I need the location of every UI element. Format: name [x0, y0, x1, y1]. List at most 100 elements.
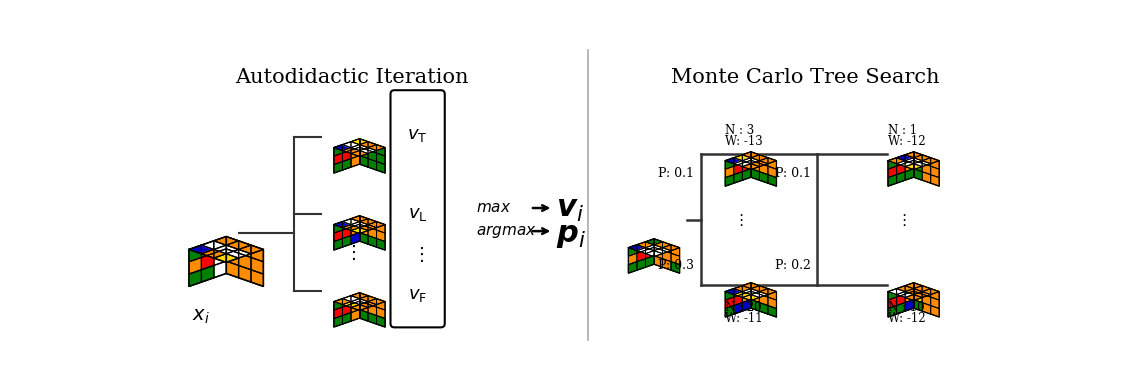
Polygon shape — [913, 161, 930, 167]
Polygon shape — [742, 169, 751, 180]
Polygon shape — [202, 241, 226, 249]
Polygon shape — [734, 172, 742, 183]
Polygon shape — [334, 307, 342, 318]
Polygon shape — [351, 299, 368, 305]
Polygon shape — [768, 166, 776, 178]
Polygon shape — [759, 286, 768, 297]
Polygon shape — [351, 293, 359, 304]
Polygon shape — [768, 175, 776, 186]
Polygon shape — [742, 295, 759, 300]
Polygon shape — [359, 233, 368, 244]
Polygon shape — [751, 155, 768, 161]
Polygon shape — [751, 169, 759, 180]
Polygon shape — [202, 266, 214, 282]
Polygon shape — [342, 219, 351, 230]
Polygon shape — [734, 294, 742, 306]
Polygon shape — [637, 242, 654, 248]
Polygon shape — [742, 152, 751, 163]
Polygon shape — [368, 142, 376, 153]
Polygon shape — [751, 286, 768, 291]
Polygon shape — [359, 301, 376, 308]
Polygon shape — [662, 259, 671, 270]
Polygon shape — [645, 239, 662, 245]
Polygon shape — [888, 289, 905, 295]
Polygon shape — [202, 253, 214, 270]
Polygon shape — [351, 216, 368, 222]
Polygon shape — [359, 147, 376, 154]
Polygon shape — [214, 261, 226, 278]
Text: $\boldsymbol{p}_i$: $\boldsymbol{p}_i$ — [556, 219, 587, 250]
Polygon shape — [905, 291, 913, 303]
Polygon shape — [368, 159, 376, 170]
Polygon shape — [351, 228, 368, 234]
Text: P: 0.3: P: 0.3 — [658, 259, 694, 272]
Polygon shape — [351, 139, 368, 145]
Text: P: 0.2: P: 0.2 — [775, 259, 811, 272]
Polygon shape — [351, 145, 368, 151]
Polygon shape — [888, 289, 896, 300]
Text: $\vdots$: $\vdots$ — [733, 212, 743, 228]
Polygon shape — [376, 153, 385, 164]
Polygon shape — [671, 262, 679, 273]
Polygon shape — [238, 241, 251, 257]
Polygon shape — [334, 162, 342, 173]
Polygon shape — [351, 139, 359, 150]
Polygon shape — [376, 307, 385, 318]
Polygon shape — [226, 261, 238, 278]
Polygon shape — [351, 293, 368, 299]
Polygon shape — [359, 219, 376, 225]
Polygon shape — [334, 239, 342, 250]
Polygon shape — [628, 245, 637, 256]
Polygon shape — [342, 142, 351, 153]
Polygon shape — [334, 230, 342, 242]
Polygon shape — [368, 299, 385, 305]
Polygon shape — [368, 227, 376, 239]
Polygon shape — [351, 216, 359, 227]
Polygon shape — [238, 266, 251, 282]
Polygon shape — [359, 225, 376, 230]
Polygon shape — [725, 289, 742, 295]
Polygon shape — [654, 242, 671, 248]
Polygon shape — [376, 230, 385, 242]
Polygon shape — [896, 291, 913, 298]
Text: $v_{\mathrm{F}}$: $v_{\mathrm{F}}$ — [408, 286, 428, 304]
Text: W: -12: W: -12 — [888, 135, 926, 148]
Polygon shape — [913, 291, 922, 303]
Polygon shape — [334, 299, 351, 305]
Polygon shape — [922, 172, 930, 183]
Polygon shape — [368, 145, 385, 151]
Polygon shape — [214, 249, 226, 266]
Polygon shape — [759, 158, 776, 164]
Polygon shape — [742, 289, 759, 295]
Polygon shape — [759, 163, 768, 175]
Polygon shape — [342, 235, 351, 247]
Polygon shape — [342, 304, 351, 316]
Polygon shape — [351, 222, 368, 228]
Polygon shape — [922, 286, 930, 297]
Polygon shape — [913, 155, 930, 161]
Polygon shape — [662, 242, 671, 253]
Polygon shape — [334, 145, 342, 156]
Polygon shape — [888, 175, 896, 186]
Polygon shape — [905, 158, 922, 164]
Polygon shape — [742, 164, 759, 169]
Polygon shape — [214, 237, 238, 245]
Polygon shape — [742, 283, 751, 294]
Polygon shape — [334, 299, 342, 310]
Polygon shape — [238, 245, 263, 254]
Text: $v_{\mathrm{T}}$: $v_{\mathrm{T}}$ — [407, 126, 428, 144]
Polygon shape — [189, 257, 202, 274]
Polygon shape — [734, 155, 751, 161]
Polygon shape — [342, 296, 359, 301]
Polygon shape — [725, 158, 742, 164]
Polygon shape — [905, 283, 922, 289]
Polygon shape — [637, 250, 645, 262]
Polygon shape — [905, 295, 922, 300]
Polygon shape — [368, 150, 376, 162]
Polygon shape — [913, 160, 922, 172]
Polygon shape — [368, 219, 376, 230]
Polygon shape — [214, 245, 238, 254]
Polygon shape — [334, 222, 351, 228]
Polygon shape — [376, 145, 385, 156]
Polygon shape — [768, 289, 776, 300]
